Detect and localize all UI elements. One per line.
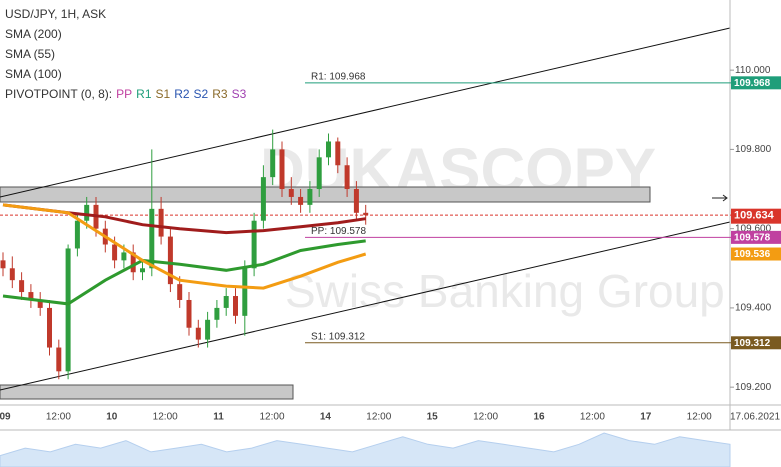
arrow [712,194,728,202]
candle-body [74,220,80,249]
candle-body [84,204,90,221]
candle-body [353,189,359,213]
y-tick-label: 110.000 [735,65,771,76]
y-tick-label: 109.800 [735,144,772,155]
x-tick-label: 12:00 [687,412,712,423]
candle-body [9,268,15,281]
candle-body [298,196,304,205]
candle-body [260,177,266,221]
channel-line [0,27,731,198]
candle-body [326,141,331,158]
legend-entry: SMA (100) [5,67,62,81]
candle-body [205,319,211,340]
pivot-label: S1: 109.312 [311,331,365,342]
legend-entry: SMA (200) [5,27,62,41]
sma-line [2,239,366,306]
x-tick-label: 17 [640,412,652,423]
candle-body [344,165,350,190]
x-tick-label: 12:00 [46,412,71,423]
sma-line [2,203,367,290]
candle-body [242,268,248,316]
candle-body [279,149,285,190]
price-box-label: 109.312 [734,338,771,349]
candle-body [363,212,369,216]
candle-body [19,280,25,293]
x-date-label: 17.06.2021 [730,412,780,423]
y-tick-label: 109.200 [735,382,772,393]
candle-body [223,296,229,308]
candle-body [233,296,238,316]
price-box-label: 109.536 [734,249,771,260]
x-tick-label: 12:00 [473,412,498,423]
candle-body [65,248,71,372]
x-tick-label: 12:00 [366,412,391,423]
candle-body [112,244,118,261]
candle-body [167,236,173,285]
price-box [731,336,781,350]
zone [0,384,294,400]
pivot-title: PIVOTPOINT (0, 8): [5,87,112,101]
price-box-label: 109.968 [734,78,771,89]
pivot-name: S2 [194,87,209,101]
candle-body [37,299,43,308]
price-box [731,208,781,224]
x-tick-label: 10 [106,412,118,423]
candle-body [251,220,257,269]
candle-body [158,208,164,237]
y-tick-label: 109.600 [735,223,772,234]
legend-pivot: PIVOTPOINT (0, 8): PP R1 S1 R2 S2 R3 S3 [5,87,247,101]
candle-body [28,292,34,300]
candle-body [140,268,145,273]
candle-body [307,189,313,205]
candle-body [121,252,127,261]
candle-body [270,149,276,178]
pivot-name: R1 [136,87,152,101]
candle-body [186,299,192,328]
x-tick-label: 16 [533,412,545,423]
legend: USD/JPY, 1H, ASK SMA (200) SMA (55) SMA (1… [5,7,247,101]
channel-line [0,221,731,391]
legend-title: USD/JPY, 1H, ASK [5,7,106,21]
pivot-name: PP [116,87,132,101]
x-tick-label: 15 [427,412,439,423]
x-tick-label: 12:00 [153,412,178,423]
y-tick-label: 109.400 [735,303,772,314]
sma-line [2,203,366,235]
legend-entry: SMA (55) [5,47,55,61]
x-tick-label: 11 [213,412,224,423]
candle-body [47,307,52,348]
candle-body [177,284,183,300]
pivot-name: R3 [212,87,228,101]
pivot-name: R2 [174,87,190,101]
candle-body [149,208,155,269]
candle-body [0,260,6,269]
candle-body [214,307,220,320]
candle-body [288,189,294,197]
price-box [731,230,781,244]
zone [0,186,651,203]
candle-body [56,347,62,372]
price-box [731,247,781,261]
pivot-name: S1 [156,87,171,101]
candle-body [316,157,322,190]
x-tick-label: 12:00 [259,412,284,423]
price-box [731,76,781,90]
candle-body [335,141,341,166]
pivot-name: S3 [232,87,247,101]
x-tick-label: 12:00 [580,412,605,423]
x-tick-label: 09 [0,412,11,423]
candle-body [130,252,136,273]
pivot-label: R1: 109.968 [311,71,366,82]
volume-area [0,432,731,467]
x-tick-label: 14 [320,412,332,423]
price-box-label: 109.634 [734,210,775,222]
price-box-label: 109.578 [734,233,771,244]
candle-body [195,327,201,340]
pivot-label: PP: 109.578 [311,226,366,237]
